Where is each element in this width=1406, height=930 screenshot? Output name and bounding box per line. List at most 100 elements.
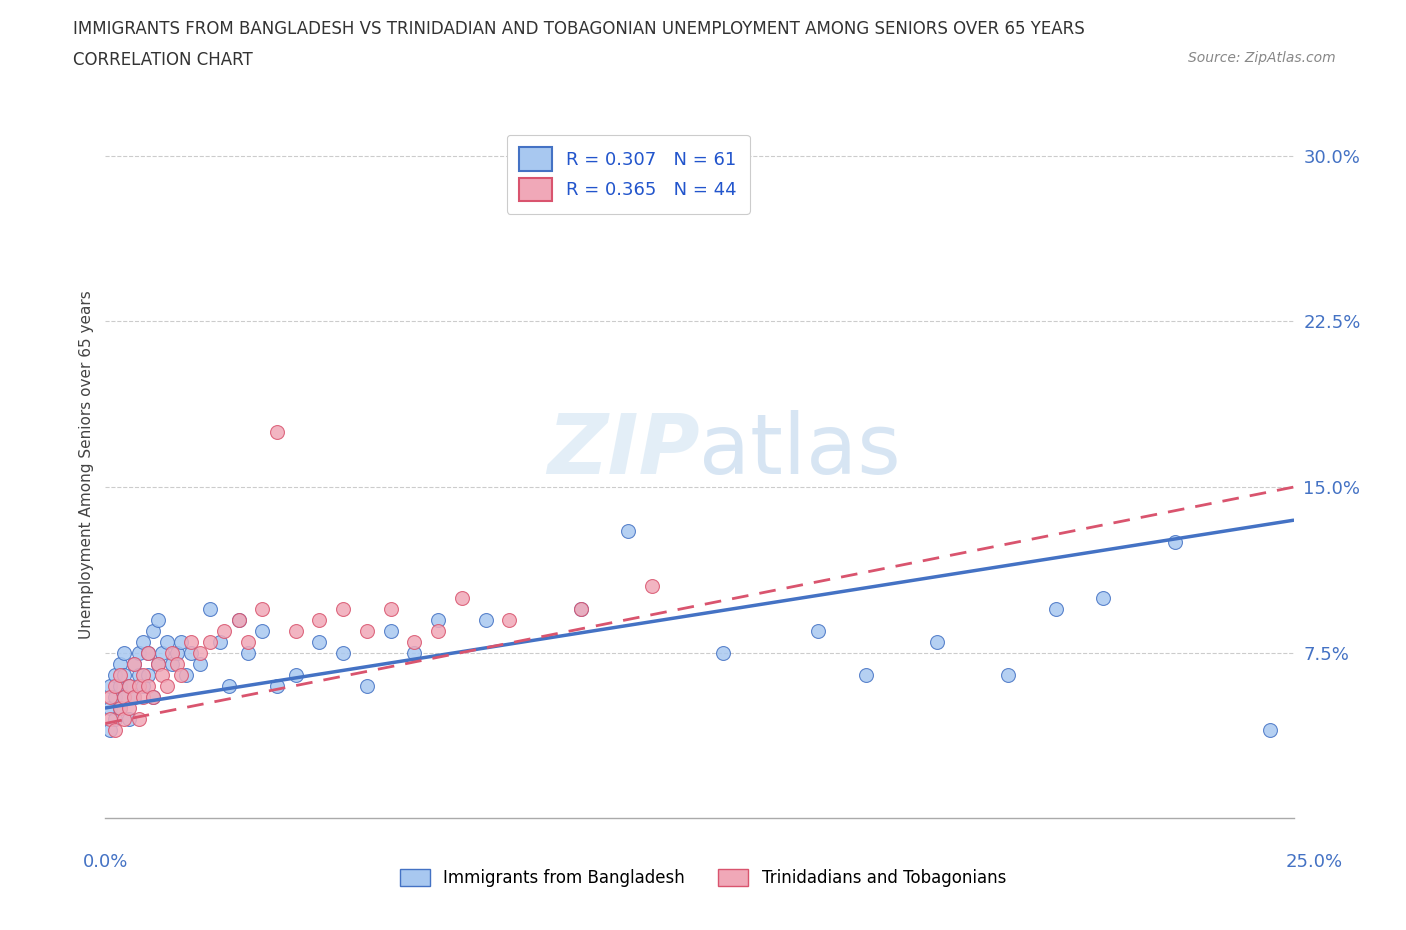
Point bbox=[190, 657, 212, 671]
Text: IMMIGRANTS FROM BANGLADESH VS TRINIDADIAN AND TOBAGONIAN UNEMPLOYMENT AMONG SENI: IMMIGRANTS FROM BANGLADESH VS TRINIDADIA… bbox=[73, 20, 1085, 38]
Point bbox=[356, 623, 378, 638]
Legend: R = 0.307   N = 61, R = 0.365   N = 44: R = 0.307 N = 61, R = 0.365 N = 44 bbox=[506, 135, 749, 214]
Point bbox=[569, 601, 592, 616]
Point bbox=[1258, 723, 1281, 737]
Point bbox=[122, 689, 145, 704]
Text: 25.0%: 25.0% bbox=[1286, 853, 1343, 870]
Point bbox=[380, 601, 402, 616]
Text: Source: ZipAtlas.com: Source: ZipAtlas.com bbox=[1188, 51, 1336, 65]
Point bbox=[118, 679, 141, 694]
Point bbox=[118, 711, 141, 726]
Point bbox=[228, 612, 250, 627]
Point bbox=[118, 700, 141, 715]
Point bbox=[284, 623, 307, 638]
Point bbox=[108, 700, 131, 715]
Point bbox=[104, 711, 127, 726]
Point bbox=[214, 623, 236, 638]
Point bbox=[1045, 601, 1067, 616]
Point bbox=[136, 645, 159, 660]
Point bbox=[308, 612, 330, 627]
Point bbox=[332, 645, 354, 660]
Point bbox=[98, 723, 121, 737]
Point bbox=[208, 634, 231, 649]
Point bbox=[711, 645, 734, 660]
Point bbox=[427, 612, 450, 627]
Point bbox=[114, 668, 136, 683]
Text: ZIP: ZIP bbox=[547, 410, 700, 491]
Point bbox=[108, 657, 131, 671]
Point bbox=[136, 668, 159, 683]
Point bbox=[166, 645, 188, 660]
Point bbox=[170, 668, 193, 683]
Point bbox=[98, 679, 121, 694]
Point bbox=[98, 689, 121, 704]
Point bbox=[104, 679, 127, 694]
Point bbox=[114, 645, 136, 660]
Point bbox=[160, 645, 183, 660]
Text: 0.0%: 0.0% bbox=[83, 853, 128, 870]
Point bbox=[108, 668, 131, 683]
Point bbox=[146, 657, 169, 671]
Point bbox=[122, 657, 145, 671]
Point bbox=[266, 679, 288, 694]
Point bbox=[522, 193, 544, 207]
Point bbox=[128, 711, 150, 726]
Point bbox=[498, 612, 520, 627]
Point bbox=[104, 689, 127, 704]
Point bbox=[266, 424, 288, 439]
Point bbox=[136, 679, 159, 694]
Point bbox=[114, 711, 136, 726]
Point bbox=[128, 679, 150, 694]
Point bbox=[132, 689, 155, 704]
Point bbox=[132, 679, 155, 694]
Point bbox=[142, 689, 165, 704]
Point bbox=[180, 645, 202, 660]
Point bbox=[356, 679, 378, 694]
Y-axis label: Unemployment Among Seniors over 65 years: Unemployment Among Seniors over 65 years bbox=[79, 291, 94, 640]
Point bbox=[252, 601, 274, 616]
Point bbox=[142, 623, 165, 638]
Point bbox=[98, 700, 121, 715]
Point bbox=[1092, 591, 1115, 605]
Point bbox=[218, 679, 240, 694]
Point bbox=[198, 634, 221, 649]
Point bbox=[190, 645, 212, 660]
Point bbox=[807, 623, 830, 638]
Point bbox=[404, 645, 426, 660]
Text: CORRELATION CHART: CORRELATION CHART bbox=[73, 51, 253, 69]
Point bbox=[160, 657, 183, 671]
Point bbox=[236, 645, 259, 660]
Point bbox=[108, 700, 131, 715]
Point bbox=[156, 634, 179, 649]
Point bbox=[122, 689, 145, 704]
Point bbox=[404, 634, 426, 649]
Point bbox=[114, 689, 136, 704]
Point bbox=[380, 623, 402, 638]
Point bbox=[104, 723, 127, 737]
Point bbox=[132, 634, 155, 649]
Legend: Immigrants from Bangladesh, Trinidadians and Tobagonians: Immigrants from Bangladesh, Trinidadians… bbox=[394, 862, 1012, 894]
Point bbox=[128, 645, 150, 660]
Point bbox=[132, 668, 155, 683]
Text: atlas: atlas bbox=[700, 410, 901, 491]
Point bbox=[236, 634, 259, 649]
Point bbox=[156, 679, 179, 694]
Point bbox=[180, 634, 202, 649]
Point bbox=[1164, 535, 1187, 550]
Point bbox=[569, 601, 592, 616]
Point bbox=[855, 668, 877, 683]
Point bbox=[118, 679, 141, 694]
Point bbox=[228, 612, 250, 627]
Point bbox=[925, 634, 948, 649]
Point bbox=[284, 668, 307, 683]
Point bbox=[136, 645, 159, 660]
Point bbox=[146, 657, 169, 671]
Point bbox=[108, 679, 131, 694]
Point bbox=[174, 668, 197, 683]
Point bbox=[641, 579, 664, 594]
Point bbox=[198, 601, 221, 616]
Point bbox=[332, 601, 354, 616]
Point bbox=[122, 657, 145, 671]
Point bbox=[98, 711, 121, 726]
Point bbox=[142, 689, 165, 704]
